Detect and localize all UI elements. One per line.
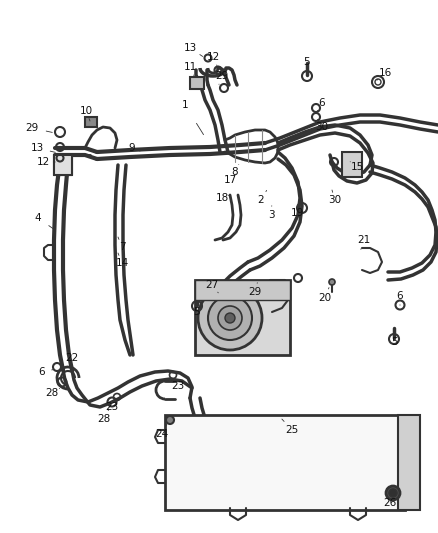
Text: 30: 30: [315, 122, 328, 132]
Text: 21: 21: [357, 235, 371, 245]
Bar: [342, 152, 362, 177]
Circle shape: [329, 279, 335, 285]
Circle shape: [166, 416, 174, 424]
Text: 9: 9: [129, 143, 135, 153]
Text: 6: 6: [319, 98, 325, 108]
Text: 6: 6: [39, 367, 45, 377]
Circle shape: [198, 286, 262, 350]
Text: 29: 29: [215, 71, 229, 81]
Bar: [54, 155, 72, 175]
Text: 14: 14: [115, 258, 129, 268]
Text: 12: 12: [36, 157, 49, 167]
Bar: [398, 415, 420, 510]
Text: 12: 12: [206, 52, 219, 62]
Text: 6: 6: [397, 291, 403, 301]
Circle shape: [386, 486, 400, 500]
Text: 28: 28: [97, 414, 111, 424]
Text: 20: 20: [318, 293, 332, 303]
Circle shape: [225, 313, 235, 323]
Text: 4: 4: [35, 213, 41, 223]
Text: 2: 2: [258, 195, 264, 205]
Text: 24: 24: [155, 429, 169, 439]
Text: 19: 19: [290, 208, 304, 218]
Text: 15: 15: [350, 162, 364, 172]
Bar: [195, 280, 290, 300]
Bar: [85, 117, 97, 127]
Bar: [195, 280, 290, 355]
Text: 5: 5: [304, 57, 310, 67]
Text: 13: 13: [184, 43, 197, 53]
Circle shape: [218, 306, 242, 330]
Text: 10: 10: [79, 106, 92, 116]
Text: 23: 23: [106, 402, 119, 412]
Text: 28: 28: [46, 388, 59, 398]
Text: 29: 29: [25, 123, 39, 133]
Text: 11: 11: [184, 62, 197, 72]
Text: 3: 3: [268, 210, 274, 220]
Text: 17: 17: [223, 175, 237, 185]
Text: 18: 18: [215, 193, 229, 203]
Circle shape: [389, 489, 397, 497]
Text: 5: 5: [193, 307, 199, 317]
Bar: [165, 415, 405, 510]
Text: 7: 7: [119, 242, 125, 252]
Text: 30: 30: [328, 195, 342, 205]
Text: 16: 16: [378, 68, 392, 78]
Circle shape: [208, 296, 252, 340]
Text: 26: 26: [383, 498, 397, 508]
Text: 13: 13: [30, 143, 44, 153]
Text: 23: 23: [171, 381, 185, 391]
Text: 27: 27: [205, 280, 219, 290]
Text: 8: 8: [232, 167, 238, 177]
Text: 29: 29: [248, 287, 261, 297]
Text: 25: 25: [286, 425, 299, 435]
Text: 22: 22: [65, 353, 79, 363]
Bar: [190, 77, 204, 89]
Text: 1: 1: [182, 100, 188, 110]
Text: 5: 5: [391, 337, 397, 347]
